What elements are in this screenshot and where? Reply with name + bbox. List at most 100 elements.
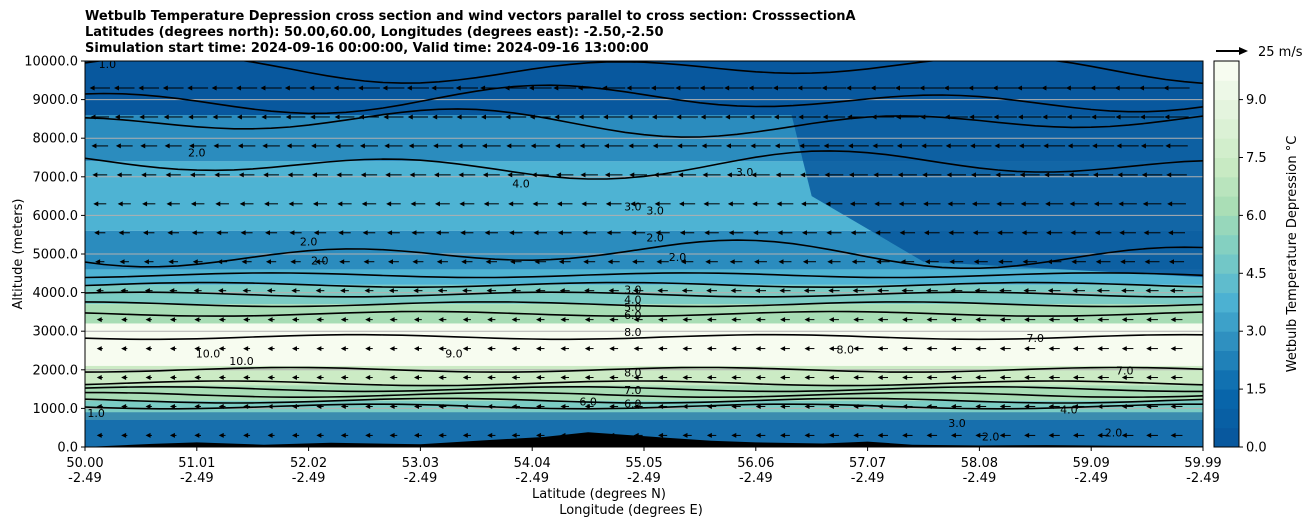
wind-vector-head bbox=[1023, 288, 1029, 294]
wind-vector-head bbox=[699, 85, 705, 91]
wind-vector-head bbox=[650, 85, 656, 91]
colorbar-segment bbox=[1214, 118, 1239, 139]
wind-vector-head bbox=[1121, 346, 1127, 352]
wind-vector-head bbox=[752, 201, 758, 207]
title-line-3: Simulation start time: 2024-09-16 00:00:… bbox=[85, 41, 649, 56]
wind-vector-head bbox=[481, 114, 487, 120]
wind-vector-head bbox=[605, 201, 611, 207]
wind-vector-head bbox=[238, 172, 244, 178]
wind-vector-head bbox=[898, 201, 904, 207]
wind-vector-head bbox=[798, 114, 804, 120]
field-band bbox=[85, 269, 1203, 285]
wind-vector-head bbox=[874, 201, 880, 207]
wind-vector-head bbox=[384, 143, 390, 149]
wind-vector-head bbox=[902, 317, 908, 323]
wind-vector-head bbox=[800, 172, 806, 178]
wind-vector-head bbox=[311, 143, 317, 149]
wind-vector-head bbox=[291, 317, 297, 323]
wind-vector-head bbox=[93, 201, 99, 207]
wind-vector-head bbox=[700, 114, 706, 120]
wind-vector-head bbox=[414, 346, 420, 352]
wind-vector-head bbox=[1117, 172, 1123, 178]
wind-vector-head bbox=[1042, 114, 1048, 120]
wind-vector-head bbox=[506, 143, 512, 149]
colorbar-segment bbox=[1214, 176, 1239, 197]
wind-vector-head bbox=[704, 230, 710, 236]
wind-vector-head bbox=[536, 346, 542, 352]
wind-vector-head bbox=[730, 288, 736, 294]
wind-vector-head bbox=[726, 172, 732, 178]
contour-line bbox=[85, 333, 1203, 341]
wind-vector-head bbox=[968, 85, 974, 91]
wind-vector-head bbox=[511, 375, 517, 381]
wind-vector-head bbox=[846, 85, 852, 91]
contour-line bbox=[85, 272, 1203, 279]
colorbar-frame bbox=[1213, 60, 1240, 448]
wind-vector-head bbox=[926, 346, 932, 352]
wind-vector-head bbox=[804, 346, 810, 352]
wind-vector-head bbox=[776, 201, 782, 207]
wind-vector-head bbox=[1092, 143, 1098, 149]
wind-vector-head bbox=[113, 85, 119, 91]
wind-vector-head bbox=[1165, 143, 1171, 149]
wind-vector-head bbox=[628, 143, 634, 149]
wind-vector-head bbox=[975, 403, 981, 409]
wind-vector-head bbox=[706, 346, 712, 352]
wind-vector-head bbox=[1164, 114, 1170, 120]
x-tick-label-lat: 53.03 bbox=[402, 456, 439, 471]
wind-vector-head bbox=[194, 403, 200, 409]
wind-vector-head bbox=[385, 172, 391, 178]
wind-vector-head bbox=[848, 143, 854, 149]
wind-vector-head bbox=[804, 403, 810, 409]
wind-vector-head bbox=[1121, 317, 1127, 323]
wind-vector-head bbox=[658, 317, 664, 323]
wind-vector-head bbox=[262, 143, 268, 149]
wind-vector-head bbox=[633, 317, 639, 323]
wind-vector-head bbox=[724, 85, 730, 91]
wind-vector-head bbox=[117, 201, 123, 207]
wind-vector-head bbox=[1043, 143, 1049, 149]
wind-vector-head bbox=[950, 346, 956, 352]
wind-vector-head bbox=[411, 230, 417, 236]
contour-label: 3.0 bbox=[948, 417, 966, 430]
wind-vector-head bbox=[632, 288, 638, 294]
wind-vector-head bbox=[459, 201, 465, 207]
wind-vector-head bbox=[265, 259, 271, 265]
wind-vector-head bbox=[315, 288, 321, 294]
wind-vector-head bbox=[316, 317, 322, 323]
wind-vector-head bbox=[410, 201, 416, 207]
wind-vector-head bbox=[96, 432, 102, 438]
wind-vector-head bbox=[828, 317, 834, 323]
wind-vector-head bbox=[975, 317, 981, 323]
wind-vector-head bbox=[438, 403, 444, 409]
wind-vector-head bbox=[334, 114, 340, 120]
colorbar-tick-label: 7.5 bbox=[1246, 151, 1267, 166]
wind-vector-head bbox=[434, 201, 440, 207]
contour-label: 6.0 bbox=[579, 396, 597, 409]
wind-vector-head bbox=[755, 346, 761, 352]
wind-vector-head bbox=[287, 172, 293, 178]
wind-vector-head bbox=[236, 114, 242, 120]
wind-vector-head bbox=[877, 432, 883, 438]
wind-vector-head bbox=[267, 346, 273, 352]
wind-vector-head bbox=[731, 403, 737, 409]
colorbar-tick-label: 0.0 bbox=[1246, 441, 1267, 456]
wind-vector-head bbox=[926, 375, 932, 381]
wind-vector-head bbox=[777, 230, 783, 236]
colorbar-segment bbox=[1214, 61, 1239, 81]
wind-vector-head bbox=[166, 201, 172, 207]
contour-label: 9.0 bbox=[445, 347, 463, 360]
wind-vector-head bbox=[169, 432, 175, 438]
wind-vector-head bbox=[162, 85, 168, 91]
wind-vector-head bbox=[1139, 114, 1145, 120]
wind-vector-head bbox=[1097, 432, 1103, 438]
wind-vector-head bbox=[116, 172, 122, 178]
wind-vector-head bbox=[755, 432, 761, 438]
wind-vector-head bbox=[706, 317, 712, 323]
contour-label: 5.0 bbox=[624, 301, 642, 314]
contour-label: 2.0 bbox=[646, 232, 664, 245]
wind-vector-head bbox=[1069, 201, 1075, 207]
colorbar-segment bbox=[1214, 138, 1239, 158]
wind-vector-head bbox=[218, 403, 224, 409]
wind-vector-head bbox=[309, 85, 315, 91]
